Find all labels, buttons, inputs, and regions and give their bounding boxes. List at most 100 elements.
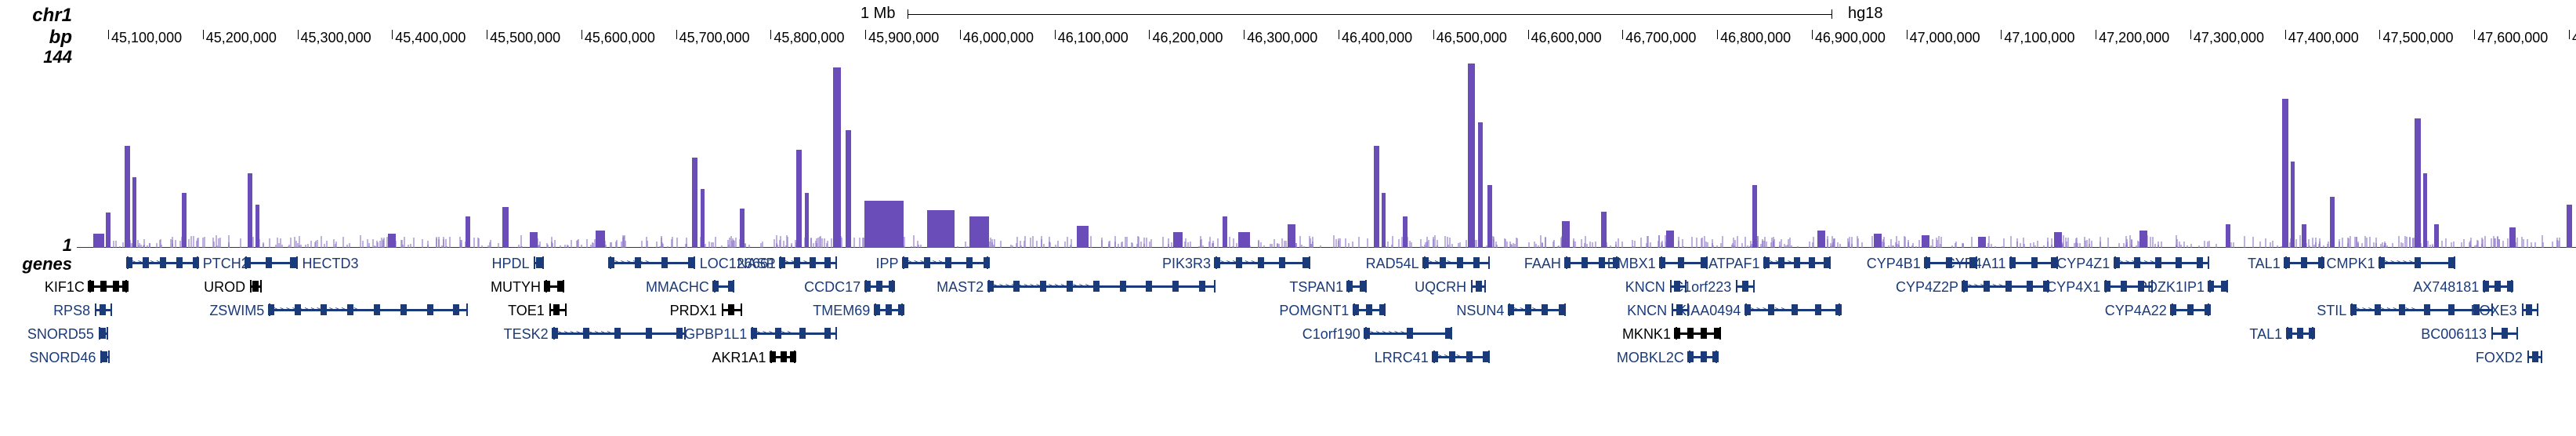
noise-bar [2118,243,2120,249]
noise-bar [1451,244,1453,248]
gene-end-tick [107,327,108,340]
exon [2009,257,2016,268]
noise-bar [661,242,663,248]
noise-bar [1449,238,1451,248]
noise-bar [1585,236,1586,248]
gene-label: TOE1 [508,303,545,319]
noise-bar [119,246,121,248]
noise-bar [1496,245,1498,248]
noise-bar [957,246,958,248]
signal-peak [1288,224,1295,248]
noise-bar [1896,236,1897,248]
noise-bar [2342,238,2343,248]
exon [864,281,871,292]
noise-bar [190,236,192,248]
exon [557,281,563,292]
exon [1674,328,1680,339]
exon [781,351,787,362]
signal-peak [1922,235,1929,248]
noise-bar [2016,242,2018,248]
signal-peak [2509,227,2516,248]
noise-bar [1589,242,1591,248]
scale-row: 1 Mb hg18 [77,3,2576,25]
noise-bar [1701,238,1703,248]
exon [2208,281,2214,292]
noise-bar [1132,243,1133,248]
noise-bar [2154,244,2156,248]
noise-bar [2542,242,2544,248]
noise-bar [560,245,561,248]
ruler-label: 45,800,000 [774,30,844,46]
gene-label: GPBP1L1 [684,326,747,343]
noise-bar [2398,236,2400,248]
ruler-tick [865,30,866,39]
noise-bar [2339,242,2340,248]
noise-bar [715,237,716,248]
gene-label: MMACHC [646,279,709,296]
scale-bar-label: 1 Mb [860,5,895,23]
noise-bar [2347,238,2349,248]
gene-label: FAAH [1524,256,1561,272]
noise-bar [2131,245,2132,248]
gene-end-tick [2537,303,2538,316]
noise-bar [1971,237,1973,248]
gene-label: FOXE3 [2471,303,2517,319]
gene-label: KNCN [1627,303,1667,319]
noise-bar [2552,242,2553,248]
noise-bar [1143,238,1145,248]
noise-bar [438,239,440,248]
ruler-label: 47,400,000 [2288,30,2359,46]
gene-label: FOXD2 [2476,350,2523,366]
signal-peak [1562,221,1570,248]
exon [1678,257,1684,268]
noise-bar [646,237,647,248]
noise-bar [1848,243,1850,248]
noise-bar [576,241,578,248]
gene-label: CYP4Z1 [2056,256,2110,272]
noise-bar [592,243,594,248]
noise-bar [1437,240,1438,248]
noise-bar [315,241,317,248]
exon [2104,281,2110,292]
signal-peak [1238,232,1250,248]
exon [122,281,129,292]
noise-bar [1962,243,1964,248]
noise-bar [2107,238,2109,248]
noise-bar [1915,246,1917,248]
noise-bar [1797,246,1799,248]
signal-peak [502,207,509,248]
ruler-label: 46,200,000 [1152,30,1223,46]
intron-arrows: >>>>>> [756,329,832,338]
noise-bar [685,244,687,248]
noise-bar [410,244,411,248]
signal-peak [2226,224,2230,248]
noise-bar [2521,237,2523,248]
gene-label: POMGNT1 [1279,303,1349,319]
noise-bar [1295,243,1297,248]
noise-bar [1839,244,1841,248]
ruler-label: 47,600,000 [2477,30,2548,46]
noise-bar [1278,244,1280,248]
exon [2483,281,2489,292]
ruler-tick [392,30,393,39]
noise-bar [1358,237,1360,248]
noise-bar [1338,241,1339,248]
noise-bar [731,241,733,248]
noise-bar [1150,239,1152,248]
noise-bar [489,242,491,248]
signal-track [77,60,2576,248]
gene-label: KIAA0494 [1677,303,1741,319]
exon [553,304,560,315]
noise-bar [2315,238,2317,248]
noise-bar [2323,245,2324,248]
exon [100,281,107,292]
ruler-label: 47,100,000 [2004,30,2074,46]
noise-bar [1057,241,1059,248]
noise-bar [824,238,825,248]
exon [1564,257,1571,268]
noise-bar [1000,241,1002,248]
ruler-tick [298,30,299,39]
noise-bar [1043,244,1045,248]
intron-arrows: >>>>>> [1968,282,2044,291]
noise-bar [990,238,991,248]
